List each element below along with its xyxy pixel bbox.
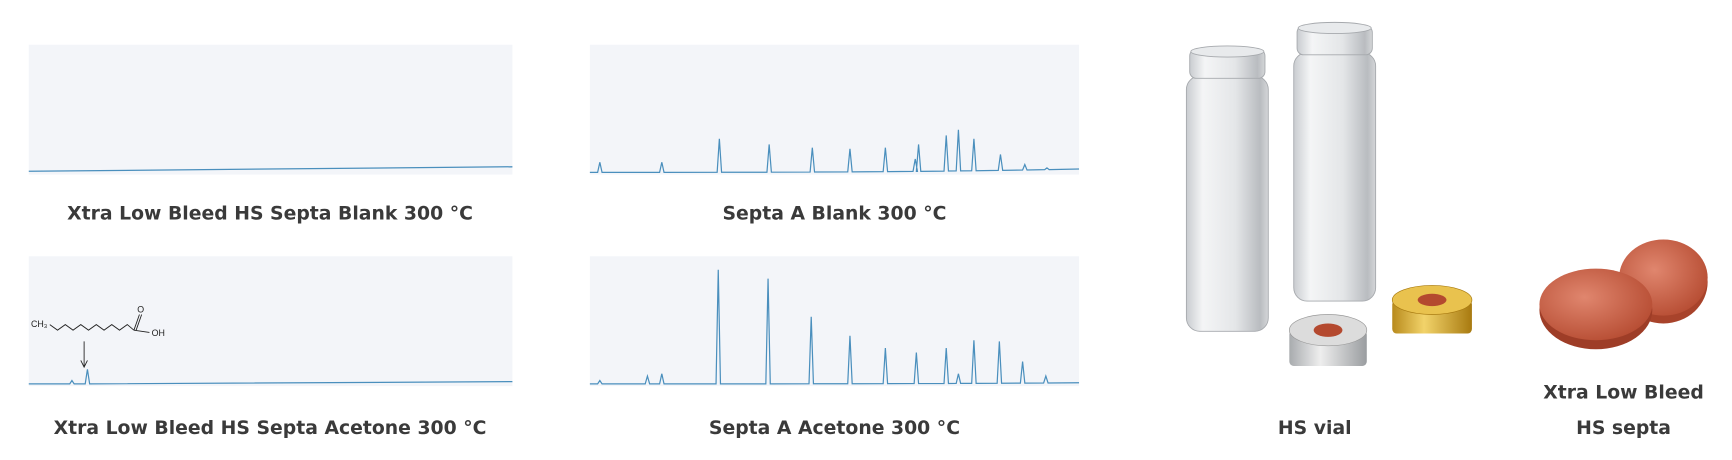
chem-label: O [137, 304, 144, 314]
chromatogram-trace [28, 369, 513, 385]
caption: Xtra Low Bleed HS Septa Blank 300 °C [67, 202, 473, 224]
caption: Septa A Acetone 300 °C [709, 417, 960, 439]
chart-panel [589, 44, 1080, 175]
chart-panel [28, 256, 513, 387]
chromatogram-trace [589, 129, 1080, 173]
caption: Septa A Blank 300 °C [722, 202, 946, 224]
structure: CH₃ O OH [31, 304, 165, 369]
caption: HS vial [1278, 417, 1352, 439]
chromatogram-trace [28, 166, 513, 172]
caption: HS septa [1576, 417, 1671, 439]
chart-panel [28, 44, 513, 175]
caption: Xtra Low Bleed HS Septa Acetone 300 °C [54, 417, 487, 439]
caption: Xtra Low Bleed [1543, 381, 1704, 403]
chromatogram-trace [589, 269, 1080, 385]
traces [28, 129, 1080, 385]
septa-photo [1539, 239, 1708, 350]
chem-label: CH₃ [31, 319, 48, 329]
vial-photo [1185, 21, 1473, 366]
chem-label: OH [152, 328, 165, 338]
chart-panel [589, 256, 1080, 387]
